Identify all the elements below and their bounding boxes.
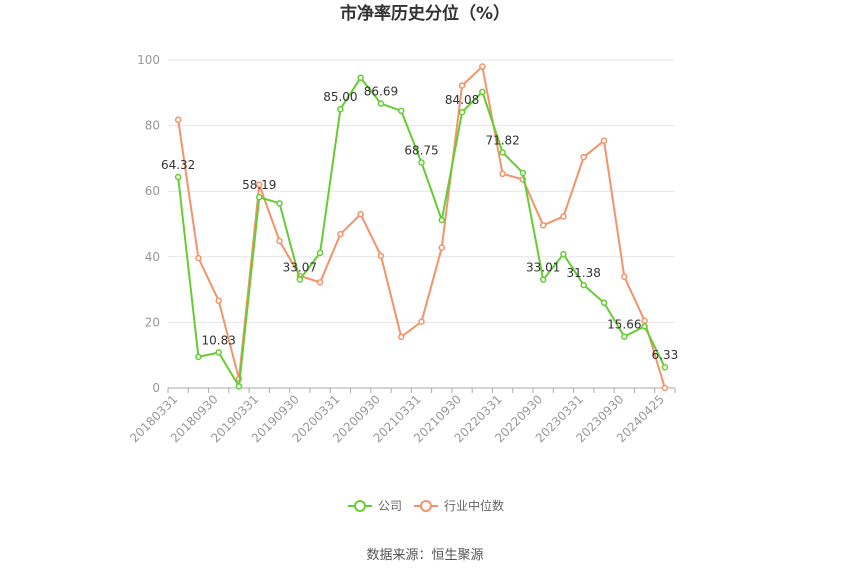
data-point bbox=[357, 210, 364, 218]
data-point bbox=[641, 317, 648, 325]
y-tick-label: 40 bbox=[145, 250, 160, 264]
data-point bbox=[337, 230, 344, 238]
data-label: 15.66 bbox=[607, 318, 641, 332]
data-point bbox=[296, 276, 304, 283]
data-source: 数据来源：恒生聚源 bbox=[366, 548, 483, 563]
legend-label-industry-median: 行业中位数 bbox=[444, 498, 504, 513]
y-tick-label: 100 bbox=[137, 53, 160, 67]
data-point bbox=[499, 170, 506, 178]
data-point bbox=[418, 318, 425, 325]
data-point bbox=[256, 193, 263, 201]
data-label: 64.32 bbox=[161, 158, 195, 172]
series-line bbox=[177, 65, 666, 389]
data-point bbox=[256, 181, 263, 188]
data-label: 68.75 bbox=[404, 144, 438, 158]
data-label: 33.01 bbox=[526, 261, 560, 275]
data-point bbox=[316, 279, 324, 286]
data-point bbox=[661, 384, 669, 392]
data-point bbox=[580, 281, 587, 289]
data-label: 31.38 bbox=[567, 266, 601, 280]
legend-marker-industry-median bbox=[420, 500, 432, 512]
data-point bbox=[479, 63, 486, 70]
data-point bbox=[661, 363, 669, 371]
data-point bbox=[357, 74, 364, 81]
series bbox=[174, 63, 669, 392]
data-point bbox=[458, 82, 466, 89]
data-point bbox=[539, 222, 547, 229]
data-point bbox=[438, 244, 446, 251]
data-label: 6.33 bbox=[652, 348, 679, 362]
data-label: 10.83 bbox=[202, 333, 236, 347]
data-point bbox=[215, 297, 222, 305]
y-tick-label: 60 bbox=[145, 184, 160, 198]
data-label: 86.69 bbox=[364, 85, 398, 99]
legend[interactable]: 公司 行业中位数 bbox=[348, 498, 504, 513]
data-point bbox=[458, 108, 466, 116]
data-label: 71.82 bbox=[485, 133, 519, 147]
y-tick-label: 80 bbox=[145, 119, 160, 133]
legend-item-industry-median[interactable]: 行业中位数 bbox=[414, 498, 504, 513]
data-label: 58.19 bbox=[242, 178, 276, 192]
data-point bbox=[397, 333, 405, 341]
data-point bbox=[600, 299, 608, 306]
data-point bbox=[337, 105, 344, 113]
data-point bbox=[560, 250, 567, 258]
data-point bbox=[195, 353, 202, 361]
data-point bbox=[174, 116, 182, 123]
series-industry-median bbox=[174, 63, 669, 392]
data-point bbox=[397, 107, 405, 115]
data-point bbox=[560, 213, 567, 220]
data-point bbox=[438, 216, 446, 224]
data-point bbox=[215, 349, 222, 356]
legend-marker-company bbox=[354, 500, 366, 512]
chart-title: 市净率历史分位（%） bbox=[340, 3, 510, 24]
data-point bbox=[479, 88, 486, 96]
data-point bbox=[235, 383, 243, 390]
data-point bbox=[174, 173, 182, 181]
y-tick-label: 0 bbox=[152, 381, 160, 395]
y-tick-label: 20 bbox=[145, 315, 160, 329]
data-label: 85.00 bbox=[323, 90, 357, 104]
data-point bbox=[195, 254, 202, 262]
legend-label-company: 公司 bbox=[378, 499, 402, 513]
data-point bbox=[641, 323, 648, 330]
data-point bbox=[276, 200, 283, 207]
data-point bbox=[580, 153, 587, 161]
data-point bbox=[418, 159, 425, 166]
data-point bbox=[621, 273, 628, 281]
data-point bbox=[377, 100, 385, 107]
data-label: 33.07 bbox=[283, 261, 317, 275]
data-point bbox=[316, 249, 324, 257]
series-line bbox=[177, 76, 666, 388]
series-company bbox=[174, 74, 669, 390]
data-point bbox=[499, 149, 506, 156]
data-labels: 64.32 10.83 58.19 33.07 85.00 86.69 68.75 84.08… bbox=[161, 85, 678, 363]
data-point bbox=[621, 333, 628, 340]
data-point bbox=[600, 137, 608, 144]
data-point bbox=[539, 276, 547, 283]
legend-item-company[interactable]: 公司 bbox=[348, 499, 402, 513]
data-point bbox=[377, 252, 385, 260]
data-label: 84.08 bbox=[445, 93, 479, 107]
data-point bbox=[276, 237, 283, 245]
data-point bbox=[519, 169, 527, 177]
